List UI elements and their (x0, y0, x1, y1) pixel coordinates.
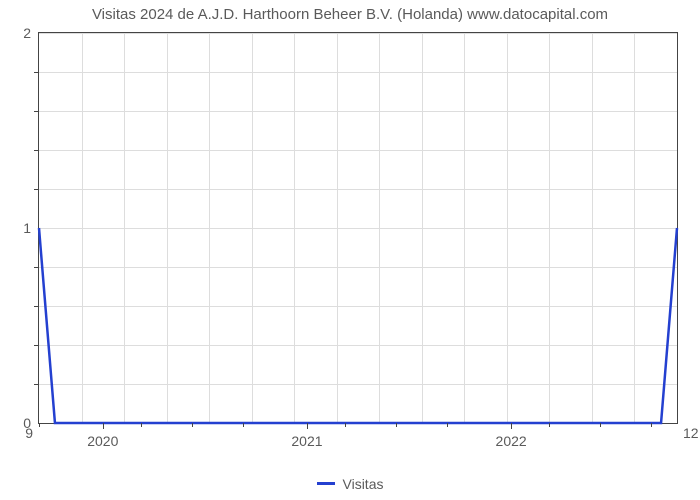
x-tick-minor (243, 423, 244, 427)
x-tick-major (103, 423, 104, 429)
x-tick-minor (141, 423, 142, 427)
y-tick-minor (34, 345, 39, 346)
y-tick-minor (34, 384, 39, 385)
x-tick-minor (600, 423, 601, 427)
y-tick-label: 1 (23, 220, 39, 236)
y-tick-minor (34, 111, 39, 112)
y-tick-minor (34, 189, 39, 190)
x-tick-major (511, 423, 512, 429)
x-tick-minor (396, 423, 397, 427)
y-tick-label: 2 (23, 25, 39, 41)
x-tick-minor (192, 423, 193, 427)
x-tick-minor (549, 423, 550, 427)
x-tick-minor (39, 423, 40, 427)
chart-title: Visitas 2024 de A.J.D. Harthoorn Beheer … (0, 6, 700, 23)
x-tick-major (307, 423, 308, 429)
legend-item-visitas: Visitas (317, 476, 384, 492)
legend-swatch (317, 482, 335, 485)
line-series (39, 33, 677, 423)
x-tick-minor (651, 423, 652, 427)
y-tick-minor (34, 72, 39, 73)
y-tick-label: 0 (23, 415, 39, 431)
x-corner-right: 12 (683, 423, 699, 441)
series-visitas (39, 228, 677, 423)
legend: Visitas (0, 472, 700, 492)
y-tick-minor (34, 306, 39, 307)
x-tick-minor (447, 423, 448, 427)
plot-area: 9 12 012202020212022 (38, 32, 678, 424)
legend-label: Visitas (343, 476, 384, 492)
x-tick-minor (345, 423, 346, 427)
y-tick-minor (34, 150, 39, 151)
y-tick-minor (34, 267, 39, 268)
